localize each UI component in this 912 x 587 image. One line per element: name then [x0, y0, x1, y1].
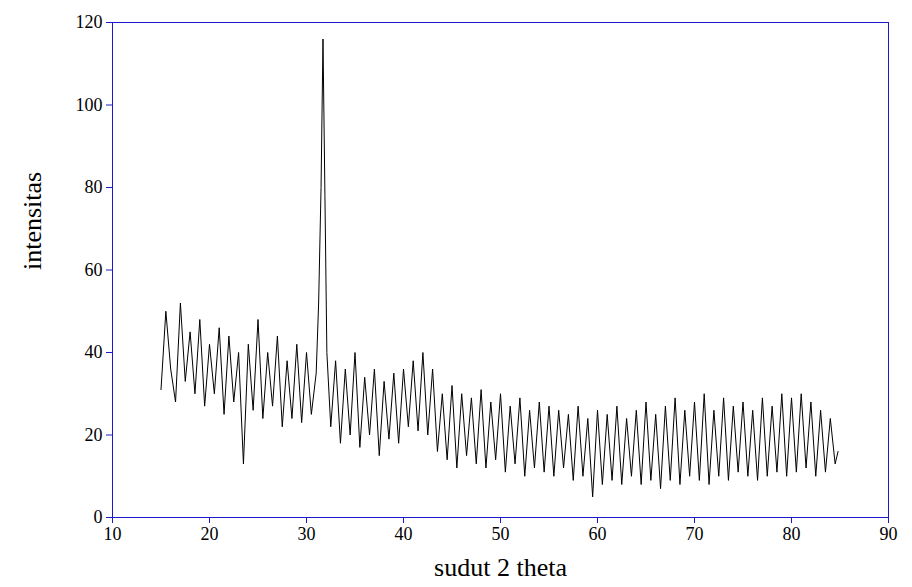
svg-text:70: 70 — [686, 524, 704, 544]
svg-text:100: 100 — [76, 95, 103, 115]
svg-text:120: 120 — [76, 12, 103, 32]
svg-text:80: 80 — [783, 524, 801, 544]
svg-text:20: 20 — [85, 425, 103, 445]
svg-text:sudut 2 theta: sudut 2 theta — [434, 553, 567, 582]
svg-text:40: 40 — [395, 524, 413, 544]
svg-text:80: 80 — [85, 177, 103, 197]
svg-text:90: 90 — [880, 524, 898, 544]
svg-text:40: 40 — [85, 342, 103, 362]
svg-text:20: 20 — [201, 524, 219, 544]
svg-text:60: 60 — [85, 260, 103, 280]
svg-text:50: 50 — [492, 524, 510, 544]
svg-text:10: 10 — [104, 524, 122, 544]
svg-text:30: 30 — [298, 524, 316, 544]
svg-text:0: 0 — [94, 507, 103, 527]
svg-text:intensitas: intensitas — [18, 172, 47, 270]
svg-text:60: 60 — [589, 524, 607, 544]
